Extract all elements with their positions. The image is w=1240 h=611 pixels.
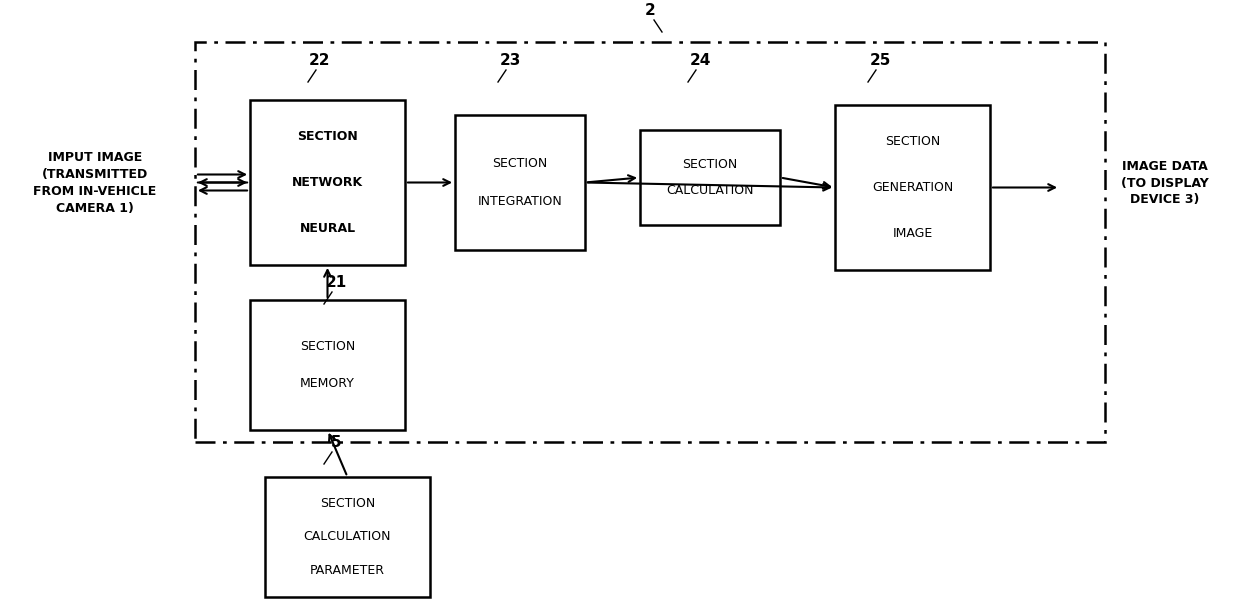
Text: IMPUT IMAGE
(TRANSMITTED
FROM IN-VEHICLE
CAMERA 1): IMPUT IMAGE (TRANSMITTED FROM IN-VEHICLE… <box>33 151 156 215</box>
Text: PARAMETER: PARAMETER <box>310 564 384 577</box>
Text: SECTION: SECTION <box>682 158 738 170</box>
Text: IMAGE: IMAGE <box>893 227 932 240</box>
Text: 22: 22 <box>309 53 331 68</box>
Text: SECTION: SECTION <box>320 497 376 510</box>
Text: 5: 5 <box>331 435 341 450</box>
Text: 21: 21 <box>325 275 347 290</box>
Bar <box>835 105 990 270</box>
Bar <box>250 100 405 265</box>
Text: CALCULATION: CALCULATION <box>666 185 754 197</box>
Text: GENERATION: GENERATION <box>872 181 954 194</box>
Text: MEMORY: MEMORY <box>300 377 355 390</box>
Bar <box>640 130 780 225</box>
Text: NEURAL: NEURAL <box>299 222 356 235</box>
Text: SECTION: SECTION <box>300 340 355 353</box>
Text: IMAGE DATA
(TO DISPLAY
DEVICE 3): IMAGE DATA (TO DISPLAY DEVICE 3) <box>1121 159 1209 207</box>
Text: INTEGRATION: INTEGRATION <box>477 195 563 208</box>
Text: 23: 23 <box>500 53 521 68</box>
Text: 2: 2 <box>645 3 656 18</box>
Bar <box>250 300 405 430</box>
Text: SECTION: SECTION <box>298 130 358 143</box>
Text: 25: 25 <box>869 53 890 68</box>
Text: SECTION: SECTION <box>885 135 940 148</box>
Text: 24: 24 <box>689 53 711 68</box>
Text: NETWORK: NETWORK <box>291 176 363 189</box>
Bar <box>265 477 430 597</box>
Bar <box>195 42 1105 442</box>
Text: CALCULATION: CALCULATION <box>304 530 392 544</box>
Bar <box>455 115 585 250</box>
Text: SECTION: SECTION <box>492 157 548 170</box>
